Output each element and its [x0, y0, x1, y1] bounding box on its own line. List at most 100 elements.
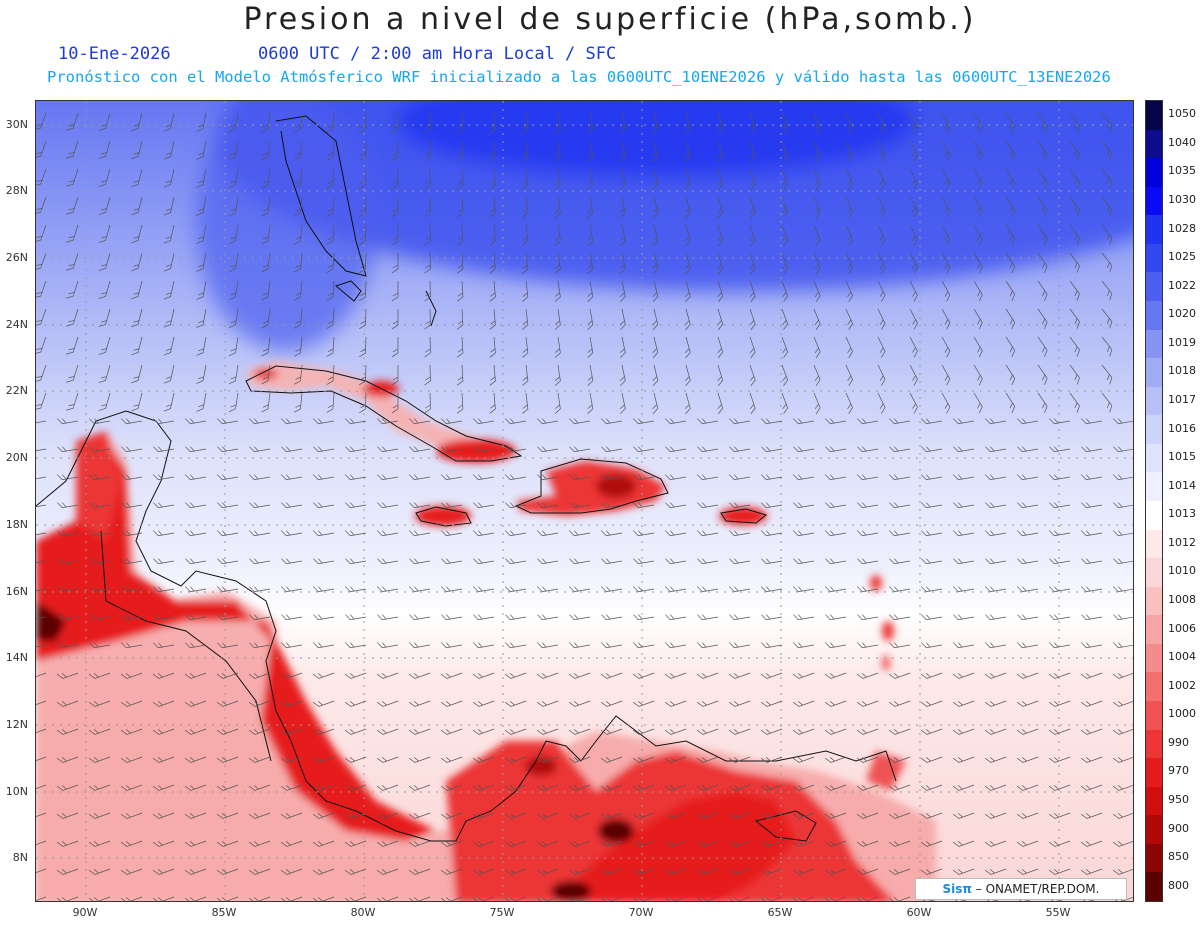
wind-barb: [312, 672, 335, 679]
wind-barb: [345, 530, 367, 537]
wind-barb: [729, 530, 751, 537]
wind-barb: [1037, 336, 1048, 357]
wind-barb: [953, 502, 975, 509]
wind-barb: [941, 224, 951, 246]
wind-barb: [408, 812, 431, 819]
wind-barb: [1112, 868, 1133, 875]
wind-barb: [554, 336, 561, 358]
wind-barb: [98, 336, 111, 355]
wind-barb: [505, 502, 527, 509]
wind-barb: [792, 840, 815, 847]
wind-barb: [554, 196, 561, 218]
wind-barb: [1005, 196, 1016, 218]
wind-barb: [472, 896, 495, 901]
wind-barb: [813, 364, 821, 386]
wind-barb: [813, 336, 821, 358]
wind-barb: [88, 784, 111, 791]
wind-barb: [728, 728, 751, 735]
wind-barb: [409, 586, 431, 593]
wind-barb: [536, 784, 559, 791]
wind-barb: [36, 280, 47, 299]
colorbar-segment: [1146, 386, 1162, 416]
wind-barb: [281, 586, 303, 593]
wind-barb: [619, 364, 626, 387]
wind-barb: [1017, 642, 1039, 649]
wind-barb: [98, 308, 111, 327]
wind-barb: [856, 756, 879, 763]
wind-barb: [344, 728, 367, 735]
wind-barb: [781, 364, 789, 387]
lon-label: 65W: [767, 906, 793, 919]
wind-barb: [261, 336, 271, 357]
wind-barb: [985, 474, 1007, 481]
wind-barb: [409, 446, 431, 453]
wind-barb: [1112, 756, 1133, 763]
wind-barb: [376, 700, 399, 707]
wind-barb: [760, 700, 783, 707]
wind-barb: [569, 446, 591, 453]
wind-barb: [619, 224, 626, 247]
wind-barb: [652, 392, 659, 415]
wind-barb: [344, 756, 367, 763]
wind-barb: [376, 896, 399, 901]
wind-barb: [1048, 784, 1071, 791]
wind-barb: [66, 196, 79, 215]
wind-barb: [857, 530, 879, 537]
wind-barb: [652, 308, 659, 331]
wind-barb: [56, 840, 79, 847]
wind-barb: [537, 446, 559, 453]
wind-barb: [909, 280, 918, 302]
wind-barb: [600, 812, 623, 819]
wind-barb: [941, 280, 951, 302]
wind-barb: [619, 280, 626, 303]
wind-barb: [587, 336, 594, 359]
wind-barb: [984, 700, 1007, 707]
wind-barb: [57, 586, 79, 593]
wind-barb: [261, 140, 271, 161]
wind-barb: [633, 418, 655, 425]
wind-barb: [717, 308, 724, 331]
wind-barb: [1081, 474, 1103, 481]
wind-barb: [88, 756, 111, 763]
high-pressure-area: [196, 101, 1133, 351]
wind-barb: [824, 756, 847, 763]
wind-barb: [1113, 474, 1133, 481]
wind-barb: [185, 558, 207, 565]
wind-barb: [409, 614, 431, 621]
wind-barb: [281, 614, 303, 621]
wind-barb: [984, 840, 1007, 847]
wind-barb: [856, 840, 879, 847]
wind-barb: [717, 364, 724, 387]
colorbar-label: 1016: [1168, 421, 1196, 435]
wind-barb: [359, 308, 367, 330]
wind-barb: [600, 700, 623, 707]
wind-barb: [652, 364, 659, 387]
colorbar-label: 990: [1168, 735, 1189, 749]
wind-barb: [281, 446, 303, 453]
wind-barb: [228, 280, 239, 301]
wind-barb: [1101, 308, 1113, 329]
wind-barb: [1037, 112, 1048, 133]
wind-barb: [1112, 840, 1133, 847]
wind-barb: [163, 112, 175, 132]
wind-barb: [813, 168, 821, 190]
wind-barb: [313, 642, 335, 649]
colorbar-label: 950: [1168, 793, 1189, 806]
wind-barb: [953, 418, 975, 425]
wind-barb: [152, 868, 175, 875]
wind-barb: [920, 700, 943, 707]
wind-barb: [473, 446, 495, 453]
wind-barb: [856, 868, 879, 875]
wind-barb: [632, 784, 655, 791]
wind-barb: [456, 308, 464, 330]
wind-barb: [196, 336, 207, 356]
wind-barb: [313, 474, 335, 481]
lat-label: 24N: [5, 318, 28, 331]
wind-barb: [601, 530, 623, 537]
wind-barb: [456, 336, 464, 358]
wind-barb: [632, 756, 655, 763]
wind-barb: [120, 700, 143, 707]
wind-barb: [293, 196, 303, 217]
wind-barb: [652, 112, 659, 135]
wind-barb: [749, 252, 756, 275]
